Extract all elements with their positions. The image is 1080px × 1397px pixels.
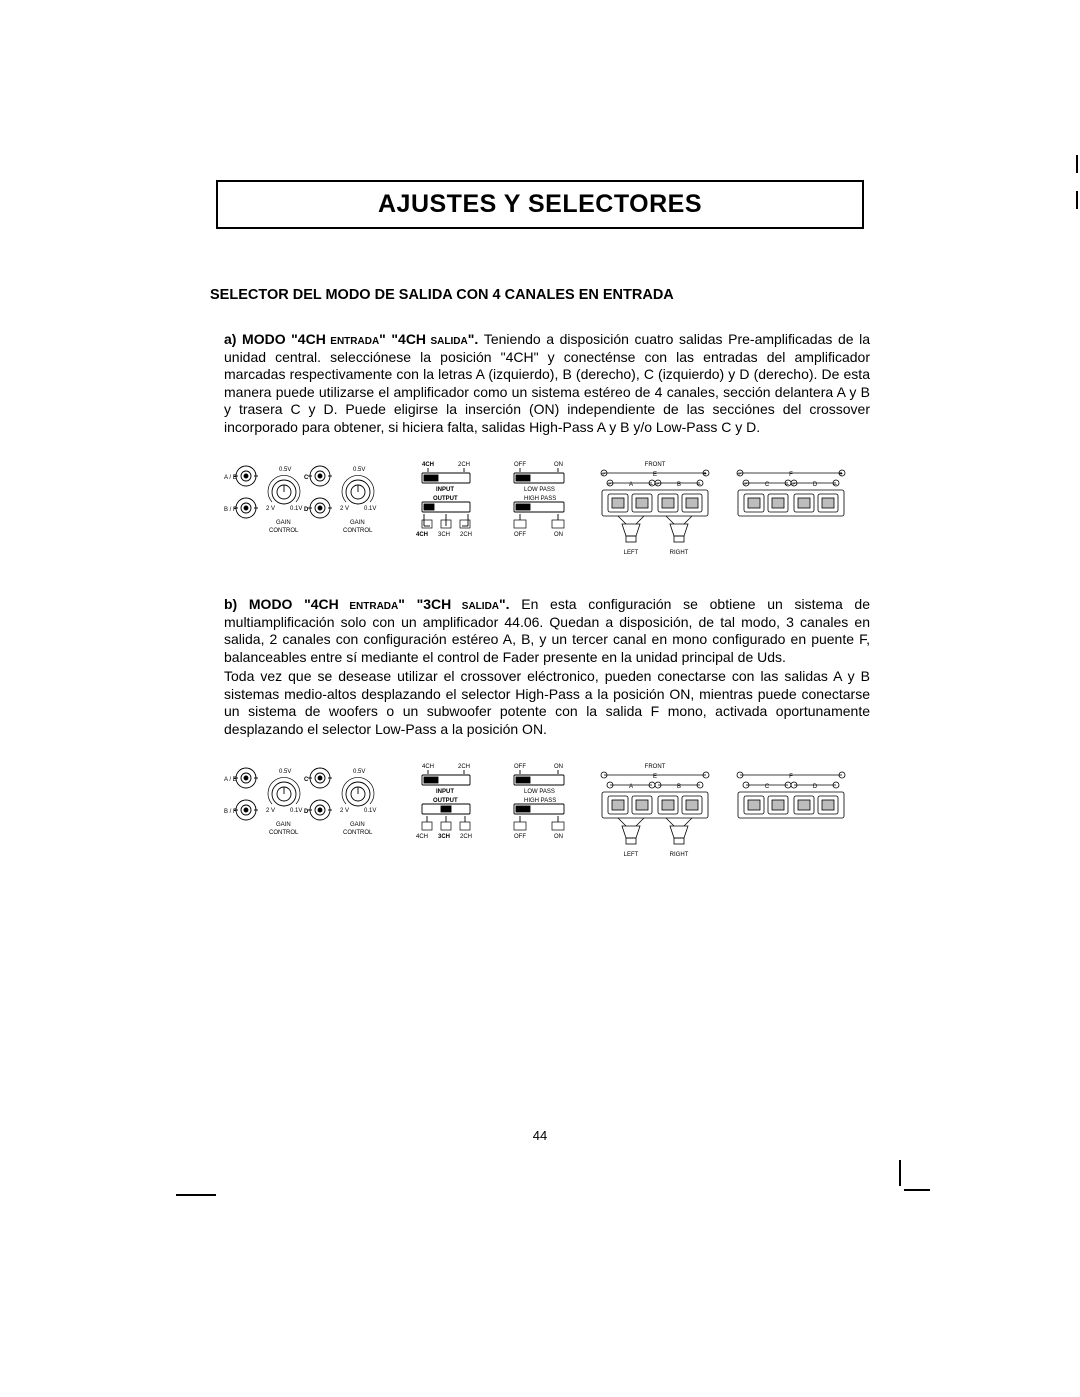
- diagram-b-inputs: A / E B / F C D 0.5V 2 V 0.1V 0.5V 2 V 0…: [224, 760, 394, 846]
- svg-text:0.5V: 0.5V: [353, 467, 365, 473]
- svg-text:0.1V: 0.1V: [290, 808, 302, 814]
- svg-text:LEFT: LEFT: [624, 550, 639, 556]
- diagram-b-switches: 4CH 2CH 4CH 3CH 2CH INPUT OUTPUT: [412, 760, 486, 846]
- svg-text:+: +: [607, 481, 611, 488]
- svg-text:CONTROL: CONTROL: [269, 528, 299, 534]
- diagram-b-speakers-f: F C D: [732, 760, 850, 860]
- crop-mark-bottom-left: [176, 1194, 216, 1196]
- section-subheading: SELECTOR DEL MODO DE SALIDA CON 4 CANALE…: [210, 287, 870, 303]
- svg-text:2CH: 2CH: [458, 764, 470, 770]
- svg-text:0.5V: 0.5V: [353, 769, 365, 775]
- diagram-a-speakers-e: FRONT E A B LEFT RIGHT: [596, 458, 714, 558]
- svg-text:3CH: 3CH: [438, 834, 450, 840]
- svg-text:+: +: [737, 471, 741, 478]
- crop-mark-right: [1074, 155, 1080, 209]
- svg-text:0.1V: 0.1V: [290, 506, 302, 512]
- svg-text:RIGHT: RIGHT: [670, 550, 689, 556]
- svg-text:A / E: A / E: [224, 777, 237, 783]
- section-a-lead: a) MODO "4CH ENTRADA" "4CH SALIDA".: [224, 331, 484, 347]
- svg-text:–: –: [697, 481, 701, 488]
- svg-text:+: +: [839, 471, 843, 478]
- svg-text:C: C: [304, 475, 309, 481]
- section-b-lead: b) MODO "4CH ENTRADA" "3CH SALIDA".: [224, 596, 521, 612]
- svg-text:0.1V: 0.1V: [364, 506, 376, 512]
- svg-text:CONTROL: CONTROL: [269, 830, 299, 836]
- svg-text:2 V: 2 V: [266, 506, 275, 512]
- svg-text:+: +: [703, 471, 707, 478]
- diagram-b-speakers-e: FRONT E A B LEFT RIGHT: [596, 760, 714, 860]
- svg-text:+: +: [655, 481, 659, 488]
- page-title-box: AJUSTES Y SELECTORES: [216, 180, 864, 229]
- svg-text:2 V: 2 V: [340, 506, 349, 512]
- svg-text:2CH: 2CH: [460, 532, 472, 538]
- svg-text:RIGHT: RIGHT: [670, 852, 689, 858]
- svg-text:+: +: [601, 471, 605, 478]
- svg-text:GAIN: GAIN: [350, 822, 365, 828]
- svg-text:–: –: [785, 481, 789, 488]
- svg-text:–: –: [833, 481, 837, 488]
- svg-text:4CH: 4CH: [416, 834, 428, 840]
- svg-text:OFF: OFF: [514, 834, 526, 840]
- svg-text:ON: ON: [554, 532, 563, 538]
- svg-text:OFF: OFF: [514, 532, 526, 538]
- svg-text:GAIN: GAIN: [276, 822, 291, 828]
- svg-text:OUTPUT: OUTPUT: [433, 496, 458, 502]
- svg-text:B / F: B / F: [224, 507, 237, 513]
- svg-text:GAIN: GAIN: [276, 520, 291, 526]
- svg-text:INPUT: INPUT: [436, 487, 454, 493]
- svg-text:OFF: OFF: [514, 462, 526, 468]
- svg-text:4CH: 4CH: [422, 462, 434, 468]
- section-a-paragraph: a) MODO "4CH ENTRADA" "4CH SALIDA". Teni…: [224, 331, 870, 436]
- svg-text:FRONT: FRONT: [645, 764, 666, 770]
- svg-text:GAIN: GAIN: [350, 520, 365, 526]
- page-number: 44: [0, 1128, 1080, 1143]
- svg-text:LOW PASS: LOW PASS: [524, 789, 555, 795]
- svg-text:4CH: 4CH: [422, 764, 434, 770]
- svg-text:2CH: 2CH: [460, 834, 472, 840]
- svg-text:2CH: 2CH: [458, 462, 470, 468]
- diagram-a: A / E B / F C D 0.5V 2 V 0.1V 0.5V 2 V 0…: [224, 458, 870, 558]
- svg-text:OFF: OFF: [514, 764, 526, 770]
- page-title: AJUSTES Y SELECTORES: [218, 190, 862, 219]
- svg-text:0.1V: 0.1V: [364, 808, 376, 814]
- svg-text:LEFT: LEFT: [624, 852, 639, 858]
- svg-text:CONTROL: CONTROL: [343, 528, 373, 534]
- svg-text:+: +: [743, 481, 747, 488]
- svg-text:3CH: 3CH: [438, 532, 450, 538]
- svg-text:+: +: [791, 481, 795, 488]
- section-b-paragraph: b) MODO "4CH ENTRADA" "3CH SALIDA". En e…: [224, 596, 870, 666]
- svg-text:4CH: 4CH: [416, 532, 428, 538]
- diagram-b-crossover: OFF ON OFF ON LOW PASS HIGH PASS: [504, 760, 578, 846]
- section-b-paragraph-2: Toda vez que se desease utilizar el cros…: [224, 668, 870, 738]
- svg-text:A / E: A / E: [224, 475, 237, 481]
- svg-text:ON: ON: [554, 462, 563, 468]
- svg-text:HIGH PASS: HIGH PASS: [524, 496, 556, 502]
- svg-text:LOW PASS: LOW PASS: [524, 487, 555, 493]
- crop-mark-bottom-right: [870, 1160, 930, 1220]
- svg-text:–: –: [649, 481, 653, 488]
- svg-text:B / F: B / F: [224, 809, 237, 815]
- svg-text:0.5V: 0.5V: [279, 769, 291, 775]
- diagram-b: A / E B / F C D 0.5V 2 V 0.1V 0.5V 2 V 0…: [224, 760, 870, 860]
- svg-text:D: D: [304, 809, 309, 815]
- diagram-a-crossover: OFF ON OFF ON LOW PASS HIGH PASS: [504, 458, 578, 544]
- svg-text:CONTROL: CONTROL: [343, 830, 373, 836]
- svg-text:HIGH PASS: HIGH PASS: [524, 798, 556, 804]
- svg-text:INPUT: INPUT: [436, 789, 454, 795]
- svg-text:0.5V: 0.5V: [279, 467, 291, 473]
- svg-text:ON: ON: [554, 834, 563, 840]
- svg-text:D: D: [304, 507, 309, 513]
- svg-text:FRONT: FRONT: [645, 462, 666, 468]
- svg-text:ON: ON: [554, 764, 563, 770]
- svg-text:2 V: 2 V: [266, 808, 275, 814]
- diagram-a-inputs: A / E B / F C D 0.5V 2 V 0.1V 0.5V 2 V 0…: [224, 458, 394, 544]
- svg-text:OUTPUT: OUTPUT: [433, 798, 458, 804]
- svg-text:2 V: 2 V: [340, 808, 349, 814]
- diagram-a-speakers-f: F C D + +: [732, 458, 850, 558]
- svg-text:C: C: [304, 777, 309, 783]
- diagram-a-switches: 4CH 2CH 4CH 3CH 2CH INPUT: [412, 458, 486, 544]
